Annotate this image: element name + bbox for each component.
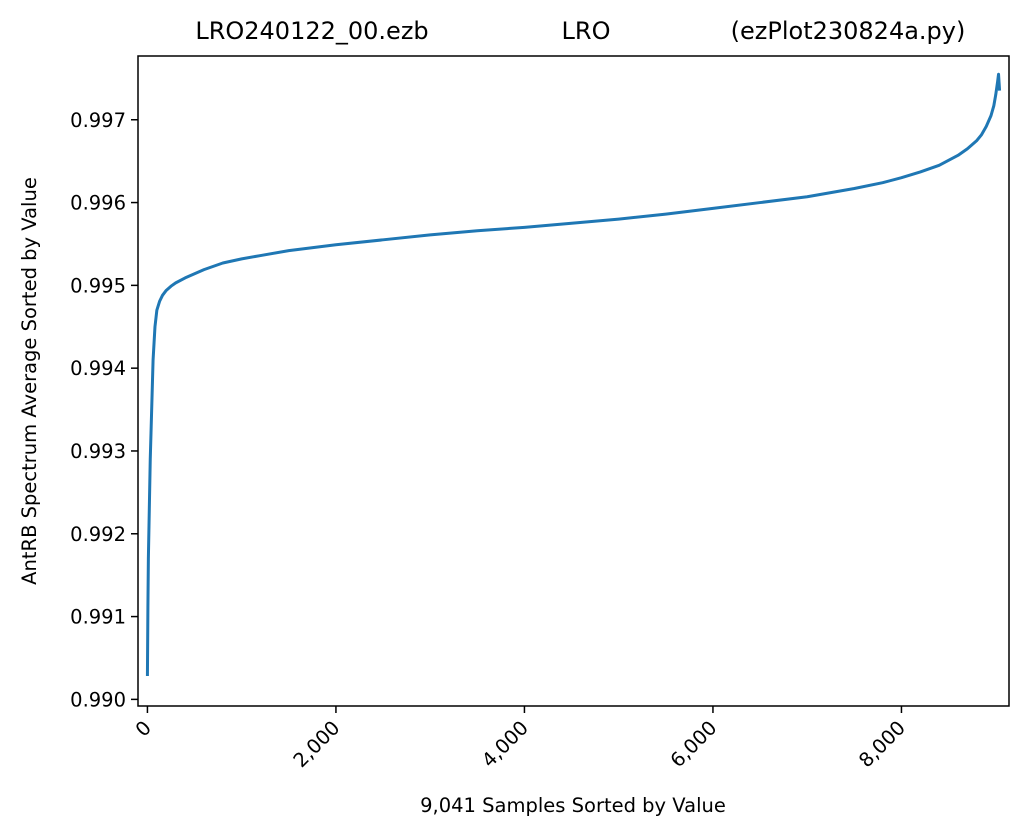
y-tick-label: 0.992	[70, 523, 126, 546]
y-axis-label: AntRB Spectrum Average Sorted by Value	[18, 177, 41, 585]
y-tick-label: 0.993	[70, 440, 126, 463]
x-axis-label: 9,041 Samples Sorted by Value	[420, 794, 726, 817]
y-tick-label: 0.994	[70, 357, 126, 380]
y-axis-ticks: 0.990 0.991 0.992 0.993 0.994 0.995 0.996 0.997	[70, 109, 138, 711]
series-line	[145, 72, 1002, 677]
y-tick-label: 0.997	[70, 109, 126, 132]
chart-title-center: LRO	[562, 17, 611, 45]
y-tick-label: 0.996	[70, 192, 126, 215]
series-group	[145, 72, 1002, 677]
chart-title-right: (ezPlot230824a.py)	[731, 17, 966, 45]
y-tick-label: 0.991	[70, 606, 126, 629]
y-tick-label: 0.990	[70, 688, 126, 711]
chart-title-left: LRO240122_00.ezb	[195, 17, 428, 45]
plot-frame	[137, 55, 1010, 707]
y-tick-label: 0.995	[70, 274, 126, 297]
